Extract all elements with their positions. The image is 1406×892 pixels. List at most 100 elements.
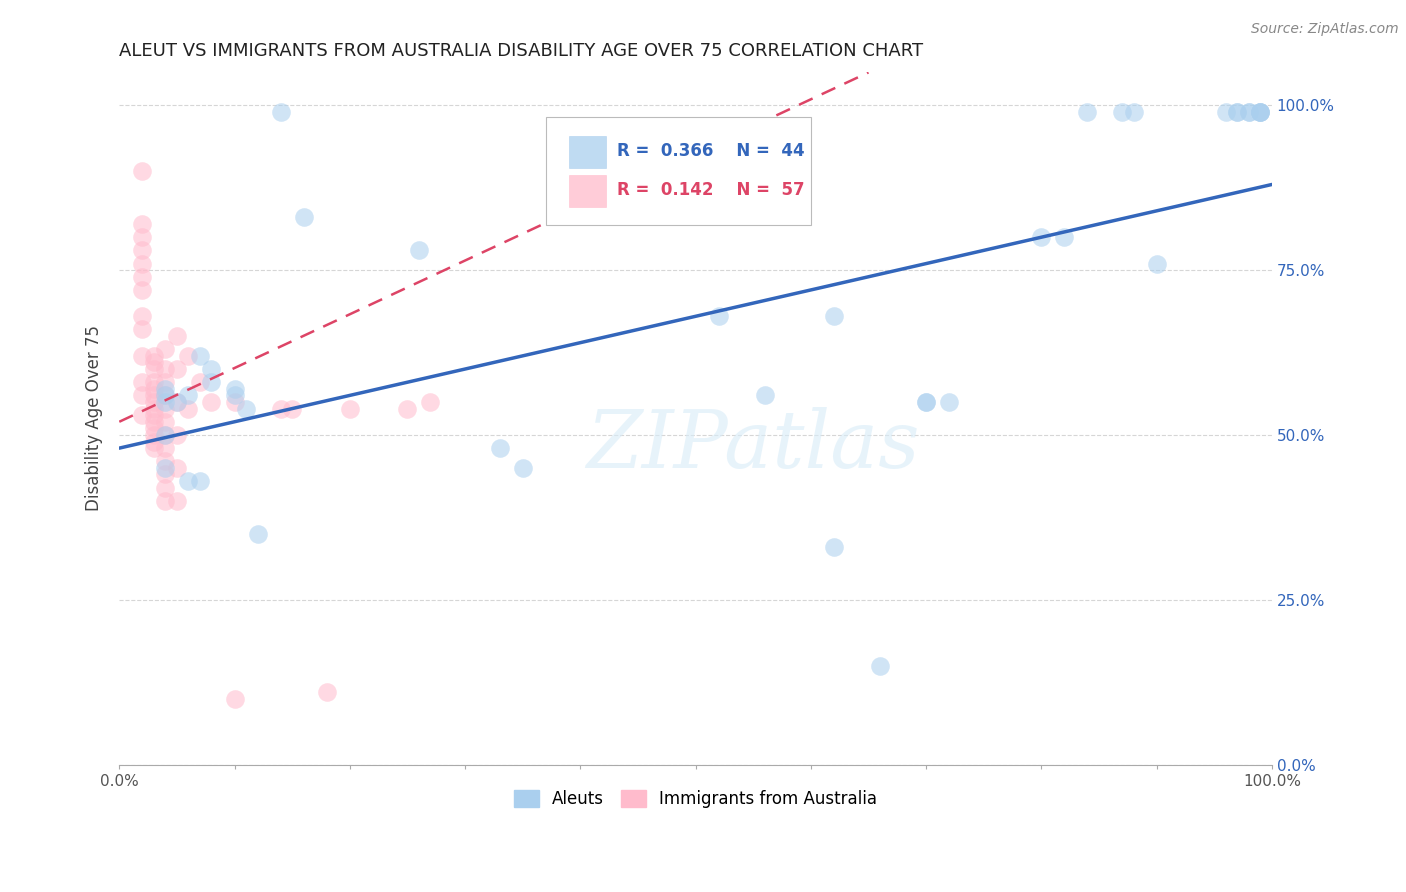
Point [1215, 105, 1237, 120]
Point [246, 526, 269, 541]
Point [1226, 105, 1249, 120]
Point [131, 217, 153, 231]
Point [823, 540, 845, 554]
Point [419, 395, 441, 409]
Point [155, 454, 177, 468]
Point [142, 441, 165, 455]
Point [131, 230, 153, 244]
Point [155, 461, 177, 475]
Point [142, 382, 165, 396]
Text: R =  0.366    N =  44: R = 0.366 N = 44 [617, 142, 804, 160]
Point [512, 461, 534, 475]
Point [166, 395, 188, 409]
Point [1249, 105, 1271, 120]
Point [1226, 105, 1249, 120]
Point [177, 401, 200, 416]
Point [142, 428, 165, 442]
Point [166, 461, 188, 475]
Text: ALEUT VS IMMIGRANTS FROM AUSTRALIA DISABILITY AGE OVER 75 CORRELATION CHART: ALEUT VS IMMIGRANTS FROM AUSTRALIA DISAB… [120, 42, 924, 60]
Point [1111, 105, 1133, 120]
Point [1031, 230, 1053, 244]
Point [131, 322, 153, 336]
Point [707, 310, 730, 324]
Point [142, 401, 165, 416]
Point [177, 474, 200, 488]
Point [155, 382, 177, 396]
Point [142, 349, 165, 363]
Point [281, 401, 304, 416]
Point [131, 408, 153, 422]
Text: ZIPatlas: ZIPatlas [586, 408, 920, 485]
Point [142, 415, 165, 429]
Point [488, 441, 510, 455]
Point [166, 329, 188, 343]
Text: Source: ZipAtlas.com: Source: ZipAtlas.com [1251, 22, 1399, 37]
Point [1237, 105, 1260, 120]
Point [1249, 105, 1271, 120]
Point [155, 494, 177, 508]
Point [177, 349, 200, 363]
Point [142, 388, 165, 402]
Point [155, 441, 177, 455]
Point [915, 395, 938, 409]
Y-axis label: Disability Age Over 75: Disability Age Over 75 [86, 326, 103, 511]
Point [155, 401, 177, 416]
Point [131, 256, 153, 270]
Point [315, 685, 337, 699]
Point [142, 421, 165, 435]
Point [754, 388, 776, 402]
Point [142, 375, 165, 389]
Point [938, 395, 960, 409]
Point [155, 388, 177, 402]
Point [166, 494, 188, 508]
Point [915, 395, 938, 409]
Point [166, 428, 188, 442]
Point [131, 283, 153, 297]
Point [408, 244, 430, 258]
Point [131, 164, 153, 178]
Point [1237, 105, 1260, 120]
Point [166, 362, 188, 376]
Point [131, 310, 153, 324]
Point [270, 401, 292, 416]
Point [188, 474, 211, 488]
Point [1053, 230, 1076, 244]
Point [224, 388, 246, 402]
FancyBboxPatch shape [546, 118, 811, 225]
Point [155, 362, 177, 376]
Point [869, 658, 891, 673]
Point [1122, 105, 1144, 120]
Point [270, 105, 292, 120]
FancyBboxPatch shape [569, 175, 606, 207]
Point [166, 395, 188, 409]
Point [200, 375, 222, 389]
Point [1146, 256, 1168, 270]
Point [396, 401, 419, 416]
Point [1249, 105, 1271, 120]
Point [339, 401, 361, 416]
Point [177, 388, 200, 402]
Point [142, 362, 165, 376]
Point [292, 211, 315, 225]
Point [131, 388, 153, 402]
Point [1249, 105, 1271, 120]
Point [142, 355, 165, 369]
Point [235, 401, 257, 416]
Point [131, 375, 153, 389]
Point [131, 349, 153, 363]
Point [224, 691, 246, 706]
Point [155, 481, 177, 495]
Point [200, 362, 222, 376]
Legend: Aleuts, Immigrants from Australia: Aleuts, Immigrants from Australia [508, 783, 884, 815]
Point [142, 434, 165, 449]
Point [188, 349, 211, 363]
Point [142, 395, 165, 409]
Point [155, 375, 177, 389]
Point [188, 375, 211, 389]
Point [155, 428, 177, 442]
Point [142, 408, 165, 422]
Point [224, 382, 246, 396]
Point [131, 244, 153, 258]
Point [155, 388, 177, 402]
Point [155, 467, 177, 482]
